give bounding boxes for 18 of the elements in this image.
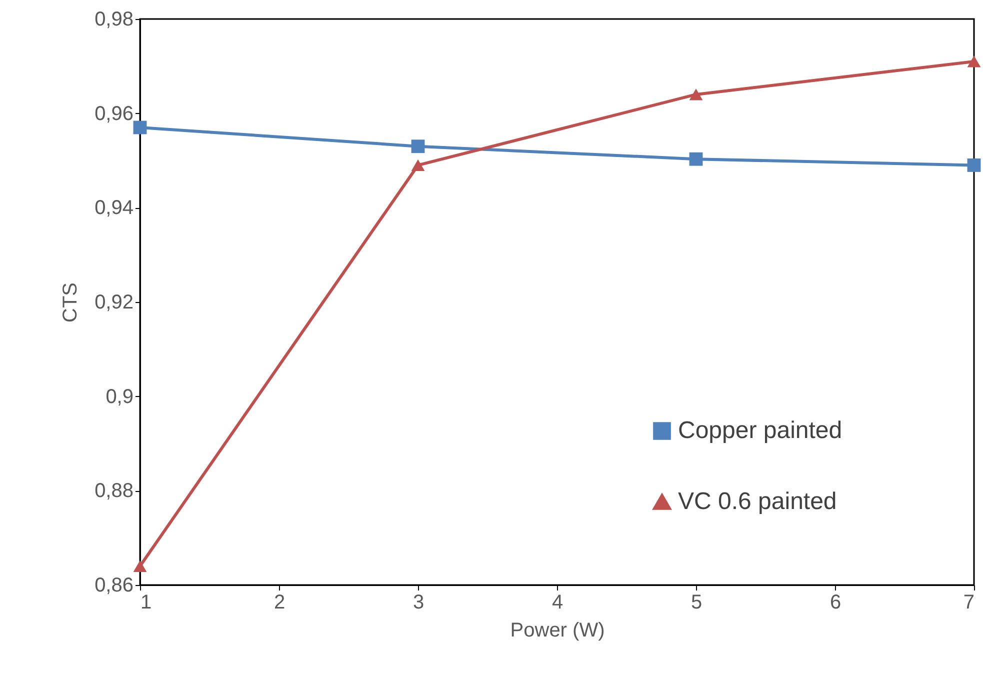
y-tick-label: 0,94: [94, 197, 134, 220]
y-tick-label: 0,98: [94, 8, 134, 30]
y-tick-label: 0,92: [94, 292, 134, 314]
x-tick-label: 4: [552, 592, 564, 614]
y-tick-label: 0,96: [94, 102, 134, 125]
x-tick-label: 6: [830, 592, 842, 614]
legend-label: Copper painted: [678, 417, 842, 444]
y-tick-label: 0,9: [106, 386, 134, 408]
y-tick-label: 0,88: [94, 480, 134, 502]
x-axis-title: Power (W): [510, 620, 605, 642]
y-tick-label: 0,86: [94, 574, 134, 596]
legend-label: VC 0.6 painted: [678, 488, 837, 515]
x-tick-label: 3: [412, 592, 424, 614]
x-tick-label: 2: [274, 592, 286, 614]
y-axis-title: CTS: [60, 282, 82, 322]
x-tick-label: 5: [690, 592, 702, 614]
x-tick-label: 7: [963, 592, 974, 614]
x-tick-label: 1: [140, 592, 152, 614]
